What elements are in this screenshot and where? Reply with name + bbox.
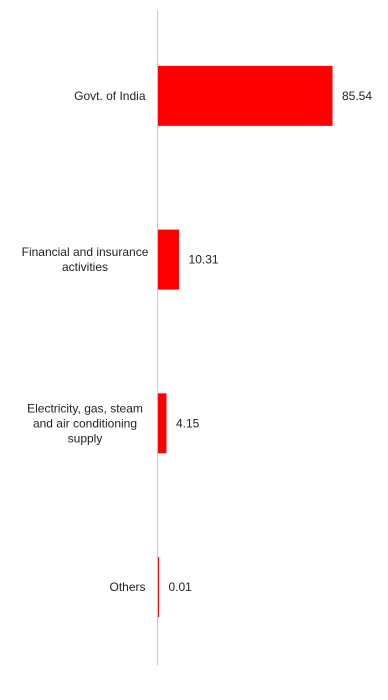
bar bbox=[158, 557, 159, 618]
category-label: Others bbox=[109, 580, 145, 594]
category-label: Electricity, gas, steam and air condition… bbox=[27, 401, 143, 445]
category-label-line: Financial and insurance bbox=[22, 245, 149, 259]
value-label: 0.01 bbox=[169, 580, 193, 594]
value-label: 10.31 bbox=[189, 253, 219, 267]
value-labels-group: 85.54 10.31 4.15 0.01 bbox=[169, 89, 373, 594]
category-label: Govt. of India bbox=[74, 89, 146, 103]
category-label-line: Govt. of India bbox=[74, 89, 146, 103]
category-label: Financial and insurance activities bbox=[22, 245, 149, 274]
category-labels-group: Govt. of India Financial and insurance act… bbox=[22, 89, 149, 594]
category-label-line: activities bbox=[62, 260, 108, 274]
value-label: 85.54 bbox=[342, 89, 372, 103]
category-label-line: supply bbox=[68, 431, 103, 445]
category-label-line: Others bbox=[109, 580, 145, 594]
bars-group bbox=[158, 65, 333, 618]
category-label-line: Electricity, gas, steam bbox=[27, 401, 143, 415]
bar bbox=[158, 393, 167, 454]
category-label-line: and air conditioning bbox=[33, 416, 137, 430]
value-label: 4.15 bbox=[176, 416, 200, 430]
bar bbox=[158, 65, 333, 126]
bar bbox=[158, 229, 180, 290]
